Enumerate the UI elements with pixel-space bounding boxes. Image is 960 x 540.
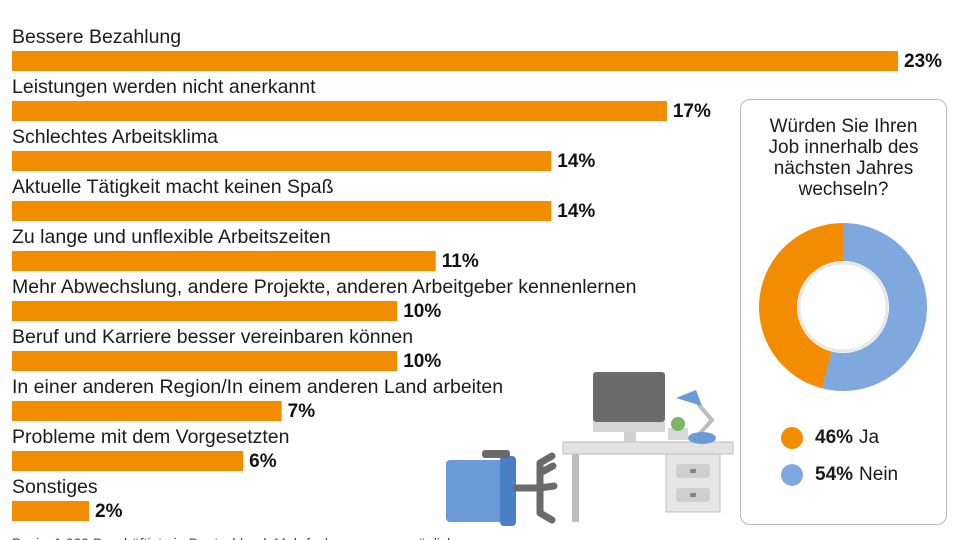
donut-question-line: wechseln? — [798, 179, 889, 200]
donut-card: Würden Sie Ihren Job innerhalb des nächs… — [740, 99, 947, 525]
bar-category-label: Sonstiges — [12, 476, 98, 498]
bar-category-label: Bessere Bezahlung — [12, 26, 182, 48]
bar-category-label: In einer anderen Region/In einem anderen… — [12, 376, 504, 398]
donut-chart — [758, 223, 927, 391]
bar-category-label: Zu lange und unflexible Arbeitszeiten — [12, 226, 331, 248]
bar-value-label: 10% — [403, 351, 442, 372]
bar — [12, 201, 552, 221]
bar-value-label: 7% — [287, 401, 316, 422]
legend-item-ja: 46% Ja — [781, 427, 879, 449]
bar-category-label: Leistungen werden nicht anerkannt — [12, 76, 316, 98]
monitor-icon — [593, 372, 665, 442]
plant-icon — [668, 417, 688, 440]
legend-nein-label: Nein — [859, 464, 899, 485]
desk-lamp-icon — [676, 390, 716, 444]
legend-item-nein: 54% Nein — [781, 464, 898, 486]
bar-value-label: 14% — [557, 201, 596, 222]
bar-category-label: Aktuelle Tätigkeit macht keinen Spaß — [12, 176, 334, 198]
donut-question-line: nächsten Jahres — [773, 158, 914, 179]
bar — [12, 251, 436, 271]
legend-ja-dot — [781, 427, 803, 449]
legend-nein-dot — [781, 464, 803, 486]
legend-ja-pct: 46% — [815, 427, 854, 448]
footer-source: Basis: 1.000 Beschäftigte in Deutschland… — [12, 531, 455, 540]
bar-category-label: Beruf und Karriere besser vereinbaren kö… — [12, 326, 414, 348]
bar-value-label: 2% — [95, 501, 123, 522]
bar-category-label: Probleme mit dem Vorgesetzten — [12, 426, 290, 448]
bar — [12, 301, 398, 321]
bar-value-label: 14% — [557, 151, 596, 172]
bar — [12, 51, 898, 71]
bar — [12, 451, 244, 471]
bar — [12, 401, 282, 421]
legend-nein-pct: 54% — [815, 464, 854, 485]
bar-value-label: 10% — [403, 301, 442, 322]
bar-category-label: Schlechtes Arbeitsklima — [12, 126, 218, 148]
office-illustration — [446, 372, 734, 526]
bar-value-label: 6% — [249, 451, 277, 472]
donut-slice-ja — [758, 223, 843, 389]
bar-value-label: 11% — [441, 251, 479, 272]
donut-question-line: Job innerhalb des — [768, 137, 919, 158]
donut-inner-ring — [797, 261, 889, 353]
bar-value-label: 23% — [904, 51, 943, 72]
donut-question-line: Würden Sie Ihren — [769, 116, 918, 137]
bar-value-label: 17% — [672, 101, 711, 122]
bar — [12, 501, 90, 521]
desk-icon — [562, 441, 734, 522]
office-chair-icon — [446, 450, 558, 526]
donut-question: Würden Sie Ihren Job innerhalb des nächs… — [741, 116, 946, 200]
bar-category-label: Mehr Abwechslung, andere Projekte, ander… — [12, 276, 637, 298]
donut-slice-nein — [822, 223, 927, 391]
legend-ja-label: Ja — [859, 427, 880, 448]
bar — [12, 101, 667, 121]
bar — [12, 351, 398, 371]
bar — [12, 151, 552, 171]
